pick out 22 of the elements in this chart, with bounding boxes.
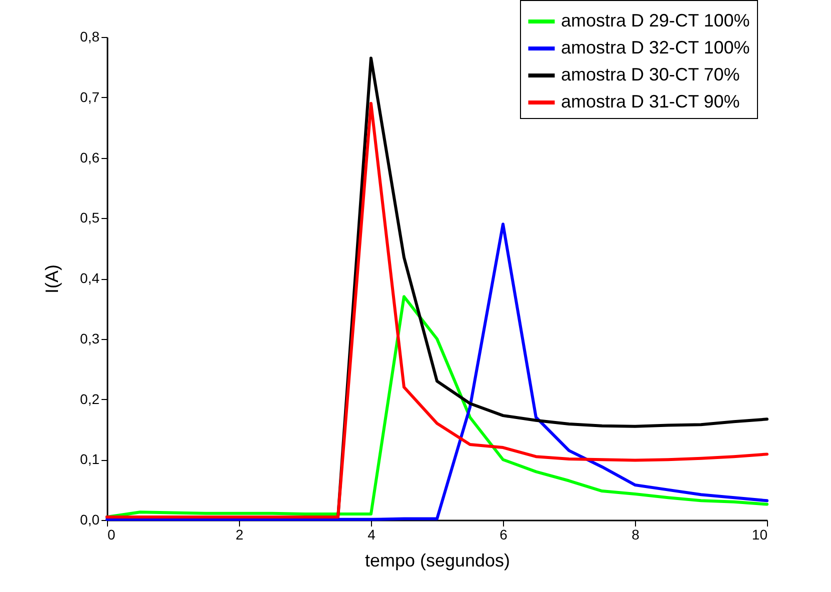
legend-label: amostra D 30-CT 70%	[561, 64, 740, 84]
legend-label: amostra D 31-CT 90%	[561, 92, 740, 112]
line-series	[106, 295, 768, 518]
y-axis-title: I(A)	[42, 264, 62, 294]
x-tick-label: 8	[632, 526, 640, 542]
y-tick-label: 0,0	[80, 512, 100, 528]
y-tick-label: 0,5	[80, 210, 100, 226]
y-tick-label: 0,8	[80, 28, 100, 44]
y-tick-label: 0,2	[80, 390, 100, 407]
y-tick-label: 0,7	[80, 88, 100, 105]
x-axis-title: tempo (segundos)	[364, 550, 510, 570]
legend-label: amostra D 29-CT 100%	[561, 10, 750, 30]
legend-label: amostra D 32-CT 100%	[561, 38, 750, 58]
x-tick-label: 0	[108, 526, 116, 542]
y-tick-label: 0,4	[80, 270, 100, 286]
y-tick-label: 0,1	[80, 451, 100, 468]
x-tick-label: 2	[236, 526, 244, 542]
x-tick-label: 6	[500, 526, 508, 542]
y-tick-label: 0,6	[80, 149, 100, 166]
x-tick-label: 4	[368, 526, 376, 542]
y-tick-label: 0,3	[80, 330, 100, 346]
x-tick-label: 10	[752, 526, 768, 542]
